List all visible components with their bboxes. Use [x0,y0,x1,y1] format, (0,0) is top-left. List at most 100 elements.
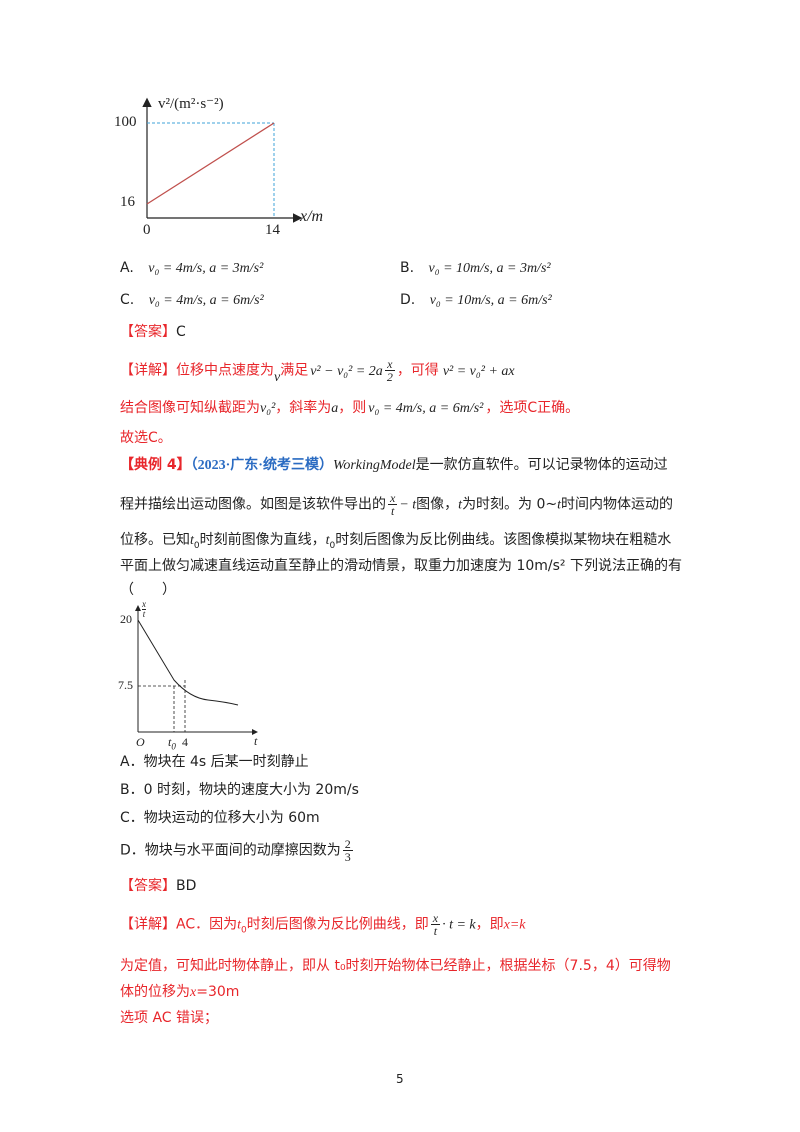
frac-den: t [390,504,395,518]
detail-text: =30m [196,984,240,1000]
graph-1: v²/(m²·s⁻²) 100 16 0 14 x/m [110,90,340,250]
option-c-2: C．物块运动的位移大小为 60m [120,810,320,826]
detail-2-line-2: 为定值，可知此时物体静止，即从 t₀时刻开始物体已经静止，根据坐标（7.5，4）… [120,958,671,974]
example-var: t [458,497,463,513]
example-text: 时刻前图像为直线， [199,532,326,548]
example-text: 程并描绘出运动图像。如图是该软件导出的 [120,496,386,513]
detail-var: a [331,401,339,416]
frac-den: 3 [344,850,351,864]
detail-2-line-3: 体的位移为x=30m [120,982,239,1003]
detail-1-conclusion: 故选C。 [120,430,172,446]
page-number: 5 [396,1072,404,1086]
example-formula: − t [399,497,417,513]
detail-text: ，则 [338,400,367,416]
detail-formula-2: v² = v₀² + ax [442,363,515,379]
example-4-line-2: 程并描绘出运动图像。如图是该软件导出的 x t − t图像，t为时刻。为 0~t时间内… [120,492,673,517]
graph-1-tick-origin: 0 [143,222,151,238]
example-text: 图像， [416,496,459,513]
detail-var: v₀² [260,401,276,416]
graph-1-y-label: v²/(m²·s⁻²) [158,96,224,112]
detail-formula-1: v² − v₀² = 2a [310,363,383,379]
frac-den: 2 [386,370,393,384]
graph-2-tick-4: 4 [182,735,188,749]
example-var: t [325,533,330,548]
frac-num: 2 [342,837,353,851]
example-text: 时刻后图像为反比例曲线。该图像模拟某物块在粗糙水 [335,532,672,548]
graph-2-svg [135,605,258,735]
detail-text: AC．因为 [176,916,238,933]
detail-text: 结合图像可知纵截距为 [120,400,260,416]
option-letter: B. [400,260,415,276]
y-label-num: x [142,599,146,610]
option-a-1: A. v₀ = 4m/s, a = 3m/s² [120,260,263,277]
detail-formula: x=k [503,917,526,933]
example-4-line-1: 【典例 4】（2023·广东·统考三模）WorkingModel是一款仿直软件。… [120,455,668,476]
detail-2-line-4: 选项 AC 错误； [120,1010,219,1026]
detail-label: 【详解】 [120,916,176,933]
frac-num: x [384,358,395,371]
option-letter: D. [400,292,416,308]
example-text: 是一款仿直软件。可以记录物体的运动过 [415,457,668,473]
example-sub: 0 [329,540,336,551]
detail-text: 满足 [280,362,309,379]
detail-1-line-2: 结合图像可知纵截距为v₀²，斜率为a，则 v₀ = 4m/s, a = 6m/s²… [120,398,579,419]
graph-2-tick-7-5: 7.5 [118,678,133,692]
graph-2-y-label: x t [142,600,146,619]
detail-formula: · t = k [442,917,476,933]
detail-var-v: v [274,369,281,385]
t0-sub: 0 [171,741,176,752]
graph-2: x t 20 7.5 O t0 4 t [112,600,272,751]
detail-2-line-1: 【详解】AC．因为t0时刻后图像为反比例曲线，即 x t · t = k，即x=k [120,912,526,940]
detail-text: ，选项C正确。 [485,400,580,416]
example-text: 位移。已知 [120,532,190,548]
option-b-2: B．0 时刻，物块的速度大小为 20m/s [120,782,359,798]
detail-text: 体的位移为 [120,984,190,1000]
frac-den: t [433,924,438,938]
data-curve [137,619,239,706]
option-text: D．物块与水平面间的动摩擦因数为 [120,842,341,859]
graph-1-tick-16: 16 [120,194,135,210]
graph-2-tick-origin: O [136,735,145,749]
example-source: （2023·广东·统考三模） [190,458,333,473]
detail-label: 【详解】 [120,362,176,379]
graph-1-svg [142,97,303,223]
option-text: v₀ = 10m/s, a = 6m/s² [429,293,552,308]
example-text: 时间内物体运动的 [561,496,674,513]
option-text: v₀ = 10m/s, a = 3m/s² [428,261,551,276]
option-text: v₀ = 4m/s, a = 6m/s² [148,293,264,308]
graph-1-tick-14: 14 [265,222,280,238]
option-letter: A. [120,260,134,276]
y-label-den: t [142,609,146,619]
option-d-2: D．物块与水平面间的动摩擦因数为 2 3 [120,838,355,863]
detail-text: 位移中点速度为 [176,362,274,379]
answer-label: 【答案】 [120,324,176,340]
example-var: t [557,497,562,513]
frac-num: x [430,911,441,925]
option-letter: C. [120,292,135,308]
graph-2-x-label: t [254,734,258,748]
example-4-line-4: 平面上做匀减速直线运动直至静止的滑动情景，取重力加速度为 10m/s² 下列说法… [120,558,682,574]
option-text: v₀ = 4m/s, a = 3m/s² [148,261,264,276]
detail-text: ，可得 [396,362,439,379]
graph-2-tick-t0: t0 [168,735,176,751]
graph-2-tick-20: 20 [120,612,132,626]
answer-value: C [176,324,186,340]
detail-var: x [190,985,197,1000]
software-name: WorkingModel [332,458,416,473]
example-label: 【典例 4】 [120,457,191,473]
answer-value: BD [176,878,197,894]
frac-num: x [388,491,398,505]
data-line [146,122,275,205]
graph-1-tick-100: 100 [114,114,137,130]
example-text: 为时刻。为 0~ [462,496,558,513]
example-4-line-3: 位移。已知t0时刻前图像为直线，t0时刻后图像为反比例曲线。该图像模拟某物块在粗… [120,530,671,556]
graph-1-x-label: x/m [300,208,324,225]
answer-1: 【答案】C [120,322,186,342]
detail-sub: 0 [241,925,247,936]
example-4-line-5: （ ） [120,582,176,598]
option-a-2: A．物块在 4s 后某一时刻静止 [120,754,309,770]
example-var: t [190,533,194,548]
